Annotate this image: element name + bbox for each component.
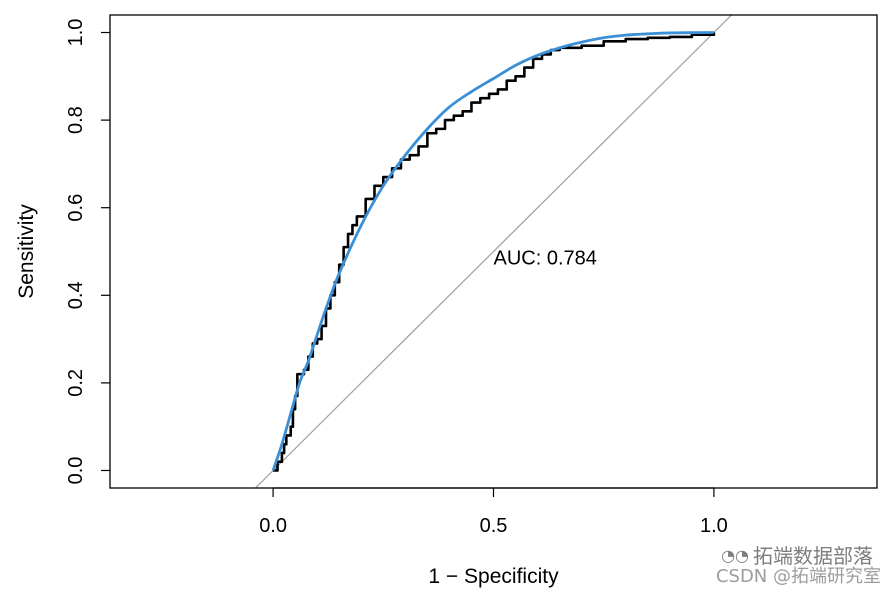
- x-tick-label: 0.0: [259, 515, 287, 537]
- plot-layer: [255, 15, 732, 488]
- series-smoothed-roc: [271, 31, 714, 471]
- series-chance-diagonal: [255, 15, 732, 488]
- x-tick-label: 0.5: [480, 515, 508, 537]
- y-tick-label: 0.0: [65, 457, 87, 485]
- y-tick-label: 0.4: [65, 281, 87, 309]
- watermark-text-1: 拓端数据部落: [753, 544, 873, 568]
- y-tick-label: 0.8: [65, 106, 87, 134]
- y-tick-label: 0.2: [65, 369, 87, 397]
- auc-annotation: AUC: 0.784: [494, 248, 597, 270]
- watermark-line1: ◔◔ 拓端数据部落: [721, 540, 873, 569]
- y-axis-label: Sensitivity: [15, 204, 38, 299]
- x-tick-label: 1.0: [700, 515, 728, 537]
- watermark-line2: CSDN @拓端研究室: [715, 566, 881, 587]
- axis-layer: 0.0 0.5 1.0 0.0 0.2 0.4 0.6 0.8 1.0: [65, 14, 878, 537]
- y-tick-label: 0.6: [65, 194, 87, 222]
- y-tick-label: 1.0: [65, 19, 87, 47]
- x-axis-label: 1 − Specificity: [428, 565, 559, 588]
- wechat-icon: ◔◔: [721, 546, 749, 565]
